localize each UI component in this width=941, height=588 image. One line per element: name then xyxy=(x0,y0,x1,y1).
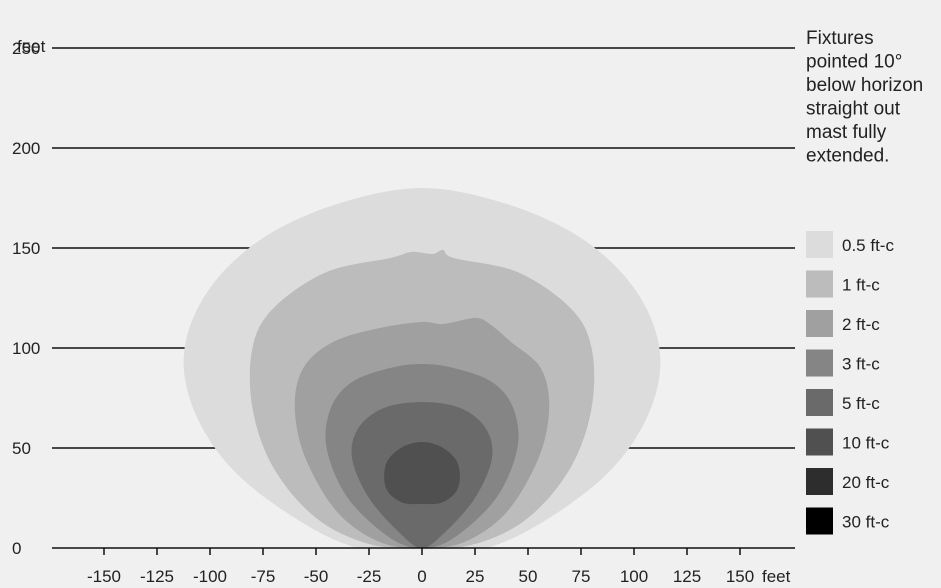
x-tick-label: 150 xyxy=(726,567,754,586)
legend-swatch xyxy=(806,428,833,456)
x-tick-label: -50 xyxy=(304,567,329,586)
legend-swatch xyxy=(806,468,833,495)
y-tick-label: 0 xyxy=(12,539,21,558)
x-tick-label: -75 xyxy=(251,567,276,586)
annotation-line: straight out xyxy=(806,99,901,120)
y-tick-label: 100 xyxy=(12,339,40,358)
x-tick-label: -150 xyxy=(87,567,121,586)
legend-label: 0.5 ft-c xyxy=(842,236,894,255)
annotation-line: extended. xyxy=(806,146,889,167)
legend-swatch xyxy=(806,349,833,377)
y-tick-label: 250 xyxy=(12,39,40,58)
x-tick-label: 100 xyxy=(620,567,648,586)
legend-swatch xyxy=(806,389,833,416)
y-tick-label: 50 xyxy=(12,439,31,458)
contours xyxy=(183,188,661,548)
legend-swatch xyxy=(806,310,833,337)
legend-label: 30 ft-c xyxy=(842,513,890,532)
annotation: Fixtures pointed 10°below horizon straight… xyxy=(806,28,923,167)
y-tick-label: 200 xyxy=(12,139,40,158)
legend: 0.5 ft-c 1 ft-c 2 ft-c 3 ft-c 5 ft-c 10 ft-c 2… xyxy=(806,231,894,535)
contour-10-ft-c xyxy=(384,442,460,505)
legend-swatch xyxy=(806,507,833,535)
x-tick-label: 50 xyxy=(519,567,538,586)
legend-label: 3 ft-c xyxy=(842,355,880,374)
annotation-line: below horizon xyxy=(806,75,923,96)
y-tick-label: 150 xyxy=(12,239,40,258)
legend-label: 20 ft-c xyxy=(842,473,890,492)
y-axis-unit: feet xyxy=(17,37,46,56)
x-tick-label: 125 xyxy=(673,567,701,586)
x-tick-label: 25 xyxy=(466,567,485,586)
x-tick-label: -125 xyxy=(140,567,174,586)
x-tick-label: -25 xyxy=(357,567,382,586)
legend-label: 10 ft-c xyxy=(842,434,890,453)
annotation-line: mast fully xyxy=(806,122,887,143)
x-tick-label: -100 xyxy=(193,567,227,586)
legend-swatch xyxy=(806,270,833,298)
x-tick-label: 0 xyxy=(417,567,426,586)
annotation-line: Fixtures xyxy=(806,28,874,49)
legend-label: 1 ft-c xyxy=(842,276,880,295)
x-tick-label: 75 xyxy=(572,567,591,586)
legend-label: 2 ft-c xyxy=(842,315,880,334)
annotation-line: pointed 10° xyxy=(806,52,902,73)
legend-swatch xyxy=(806,231,833,258)
x-axis-unit: feet xyxy=(762,567,791,586)
legend-label: 5 ft-c xyxy=(842,394,880,413)
